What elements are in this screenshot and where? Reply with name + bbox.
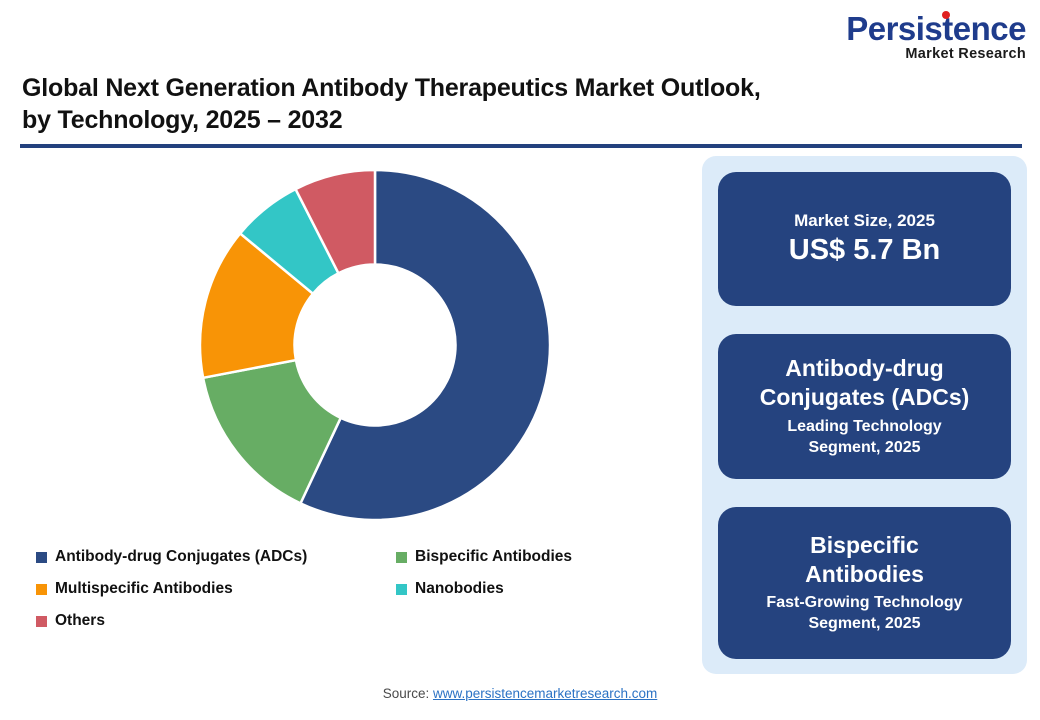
legend-swatch-icon (396, 583, 407, 595)
highlights-panel: Market Size, 2025 US$ 5.7 Bn Antibody-dr… (702, 156, 1027, 674)
fast-growing-segment-subtitle-line-1: Fast-Growing Technology (766, 594, 963, 612)
donut-chart-svg (198, 168, 552, 522)
legend-label: Bispecific Antibodies (415, 548, 573, 565)
legend-item-adcs[interactable]: Antibody-drug Conjugates (ADCs) (36, 548, 396, 566)
brand-logo: Persistence Market Research (816, 10, 1026, 62)
page-title: Global Next Generation Antibody Therapeu… (22, 72, 892, 136)
page-title-line-2: by Technology, 2025 – 2032 (22, 106, 343, 134)
legend-item-bispecific[interactable]: Bispecific Antibodies (396, 548, 666, 566)
source-line: Source: www.persistencemarketresearch.co… (0, 686, 1040, 701)
fast-growing-segment-title-line-2: Antibodies (805, 560, 924, 587)
donut-slice[interactable] (298, 168, 552, 522)
page-title-line-1: Global Next Generation Antibody Therapeu… (22, 74, 761, 102)
logo-wordmark: Persistence (846, 10, 1026, 47)
logo-wordmark-text: Persistence (846, 10, 1026, 47)
market-size-card: Market Size, 2025 US$ 5.7 Bn (718, 172, 1011, 306)
chart-legend: Antibody-drug Conjugates (ADCs) Bispecif… (36, 548, 676, 644)
leading-segment-subtitle: Leading Technology Segment, 2025 (781, 417, 947, 459)
market-size-label: Market Size, 2025 (794, 210, 935, 230)
fast-growing-segment-card: Bispecific Antibodies Fast-Growing Techn… (718, 507, 1011, 659)
legend-item-multispecific[interactable]: Multispecific Antibodies (36, 580, 396, 598)
logo-tagline: Market Research (905, 46, 1026, 62)
leading-segment-card: Antibody-drug Conjugates (ADCs) Leading … (718, 334, 1011, 479)
logo-dot-icon (942, 11, 951, 19)
source-prefix: Source: (382, 686, 433, 701)
chart-area (20, 155, 680, 545)
fast-growing-segment-subtitle: Fast-Growing Technology Segment, 2025 (760, 593, 968, 635)
legend-row: Antibody-drug Conjugates (ADCs) Bispecif… (36, 548, 676, 566)
legend-row: Others (36, 612, 676, 630)
legend-row: Multispecific Antibodies Nanobodies (36, 580, 676, 598)
legend-label: Antibody-drug Conjugates (ADCs) (55, 548, 308, 565)
title-divider (20, 144, 1022, 148)
legend-label: Others (55, 612, 105, 629)
market-size-value: US$ 5.7 Bn (788, 234, 941, 267)
fast-growing-segment-title: Bispecific Antibodies (795, 531, 934, 589)
legend-swatch-icon (36, 615, 47, 627)
legend-item-others[interactable]: Others (36, 612, 396, 630)
legend-label: Multispecific Antibodies (55, 580, 233, 597)
legend-swatch-icon (36, 583, 47, 595)
leading-segment-subtitle-line-1: Leading Technology (787, 417, 942, 435)
legend-item-nanobodies[interactable]: Nanobodies (396, 580, 666, 598)
legend-swatch-icon (396, 551, 407, 563)
fast-growing-segment-subtitle-line-2: Segment, 2025 (808, 615, 921, 633)
leading-segment-subtitle-line-2: Segment, 2025 (808, 438, 921, 456)
fast-growing-segment-title-line-1: Bispecific (810, 531, 919, 558)
legend-swatch-icon (36, 551, 47, 563)
donut-slice[interactable] (293, 168, 377, 275)
source-link[interactable]: www.persistencemarketresearch.com (432, 686, 658, 701)
donut-chart (195, 165, 555, 525)
leading-segment-title: Antibody-drug Conjugates (ADCs) (759, 355, 970, 411)
legend-label: Nanobodies (415, 580, 504, 597)
